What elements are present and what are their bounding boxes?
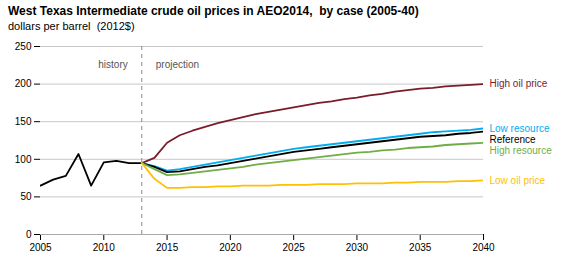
svg-text:50: 50 <box>20 191 32 202</box>
svg-text:Reference: Reference <box>490 134 537 145</box>
html-text:dollars per barrel (2012$): dollars per barrel (2012$) <box>8 20 135 32</box>
svg-text:Low oil price: Low oil price <box>490 175 546 186</box>
svg-text:200: 200 <box>15 78 32 89</box>
svg-text:250: 250 <box>15 41 32 52</box>
html-text:West Texas Intermediate crude: West Texas Intermediate crude oil prices… <box>8 4 419 18</box>
svg-text:High oil price: High oil price <box>490 78 548 89</box>
svg-text:2005: 2005 <box>29 242 52 253</box>
svg-text:150: 150 <box>15 116 32 127</box>
svg-text:Low resource: Low resource <box>490 123 550 134</box>
svg-text:2035: 2035 <box>409 242 432 253</box>
svg-text:2010: 2010 <box>93 242 116 253</box>
svg-text:2015: 2015 <box>156 242 179 253</box>
svg-text:0: 0 <box>26 229 32 240</box>
svg-text:2025: 2025 <box>283 242 306 253</box>
svg-text:history: history <box>98 59 127 70</box>
svg-text:2030: 2030 <box>346 242 369 253</box>
svg-text:2040: 2040 <box>472 242 495 253</box>
svg-text:High resource: High resource <box>490 145 553 156</box>
svg-text:2020: 2020 <box>219 242 242 253</box>
svg-text:100: 100 <box>15 154 32 165</box>
svg-text:projection: projection <box>156 59 199 70</box>
